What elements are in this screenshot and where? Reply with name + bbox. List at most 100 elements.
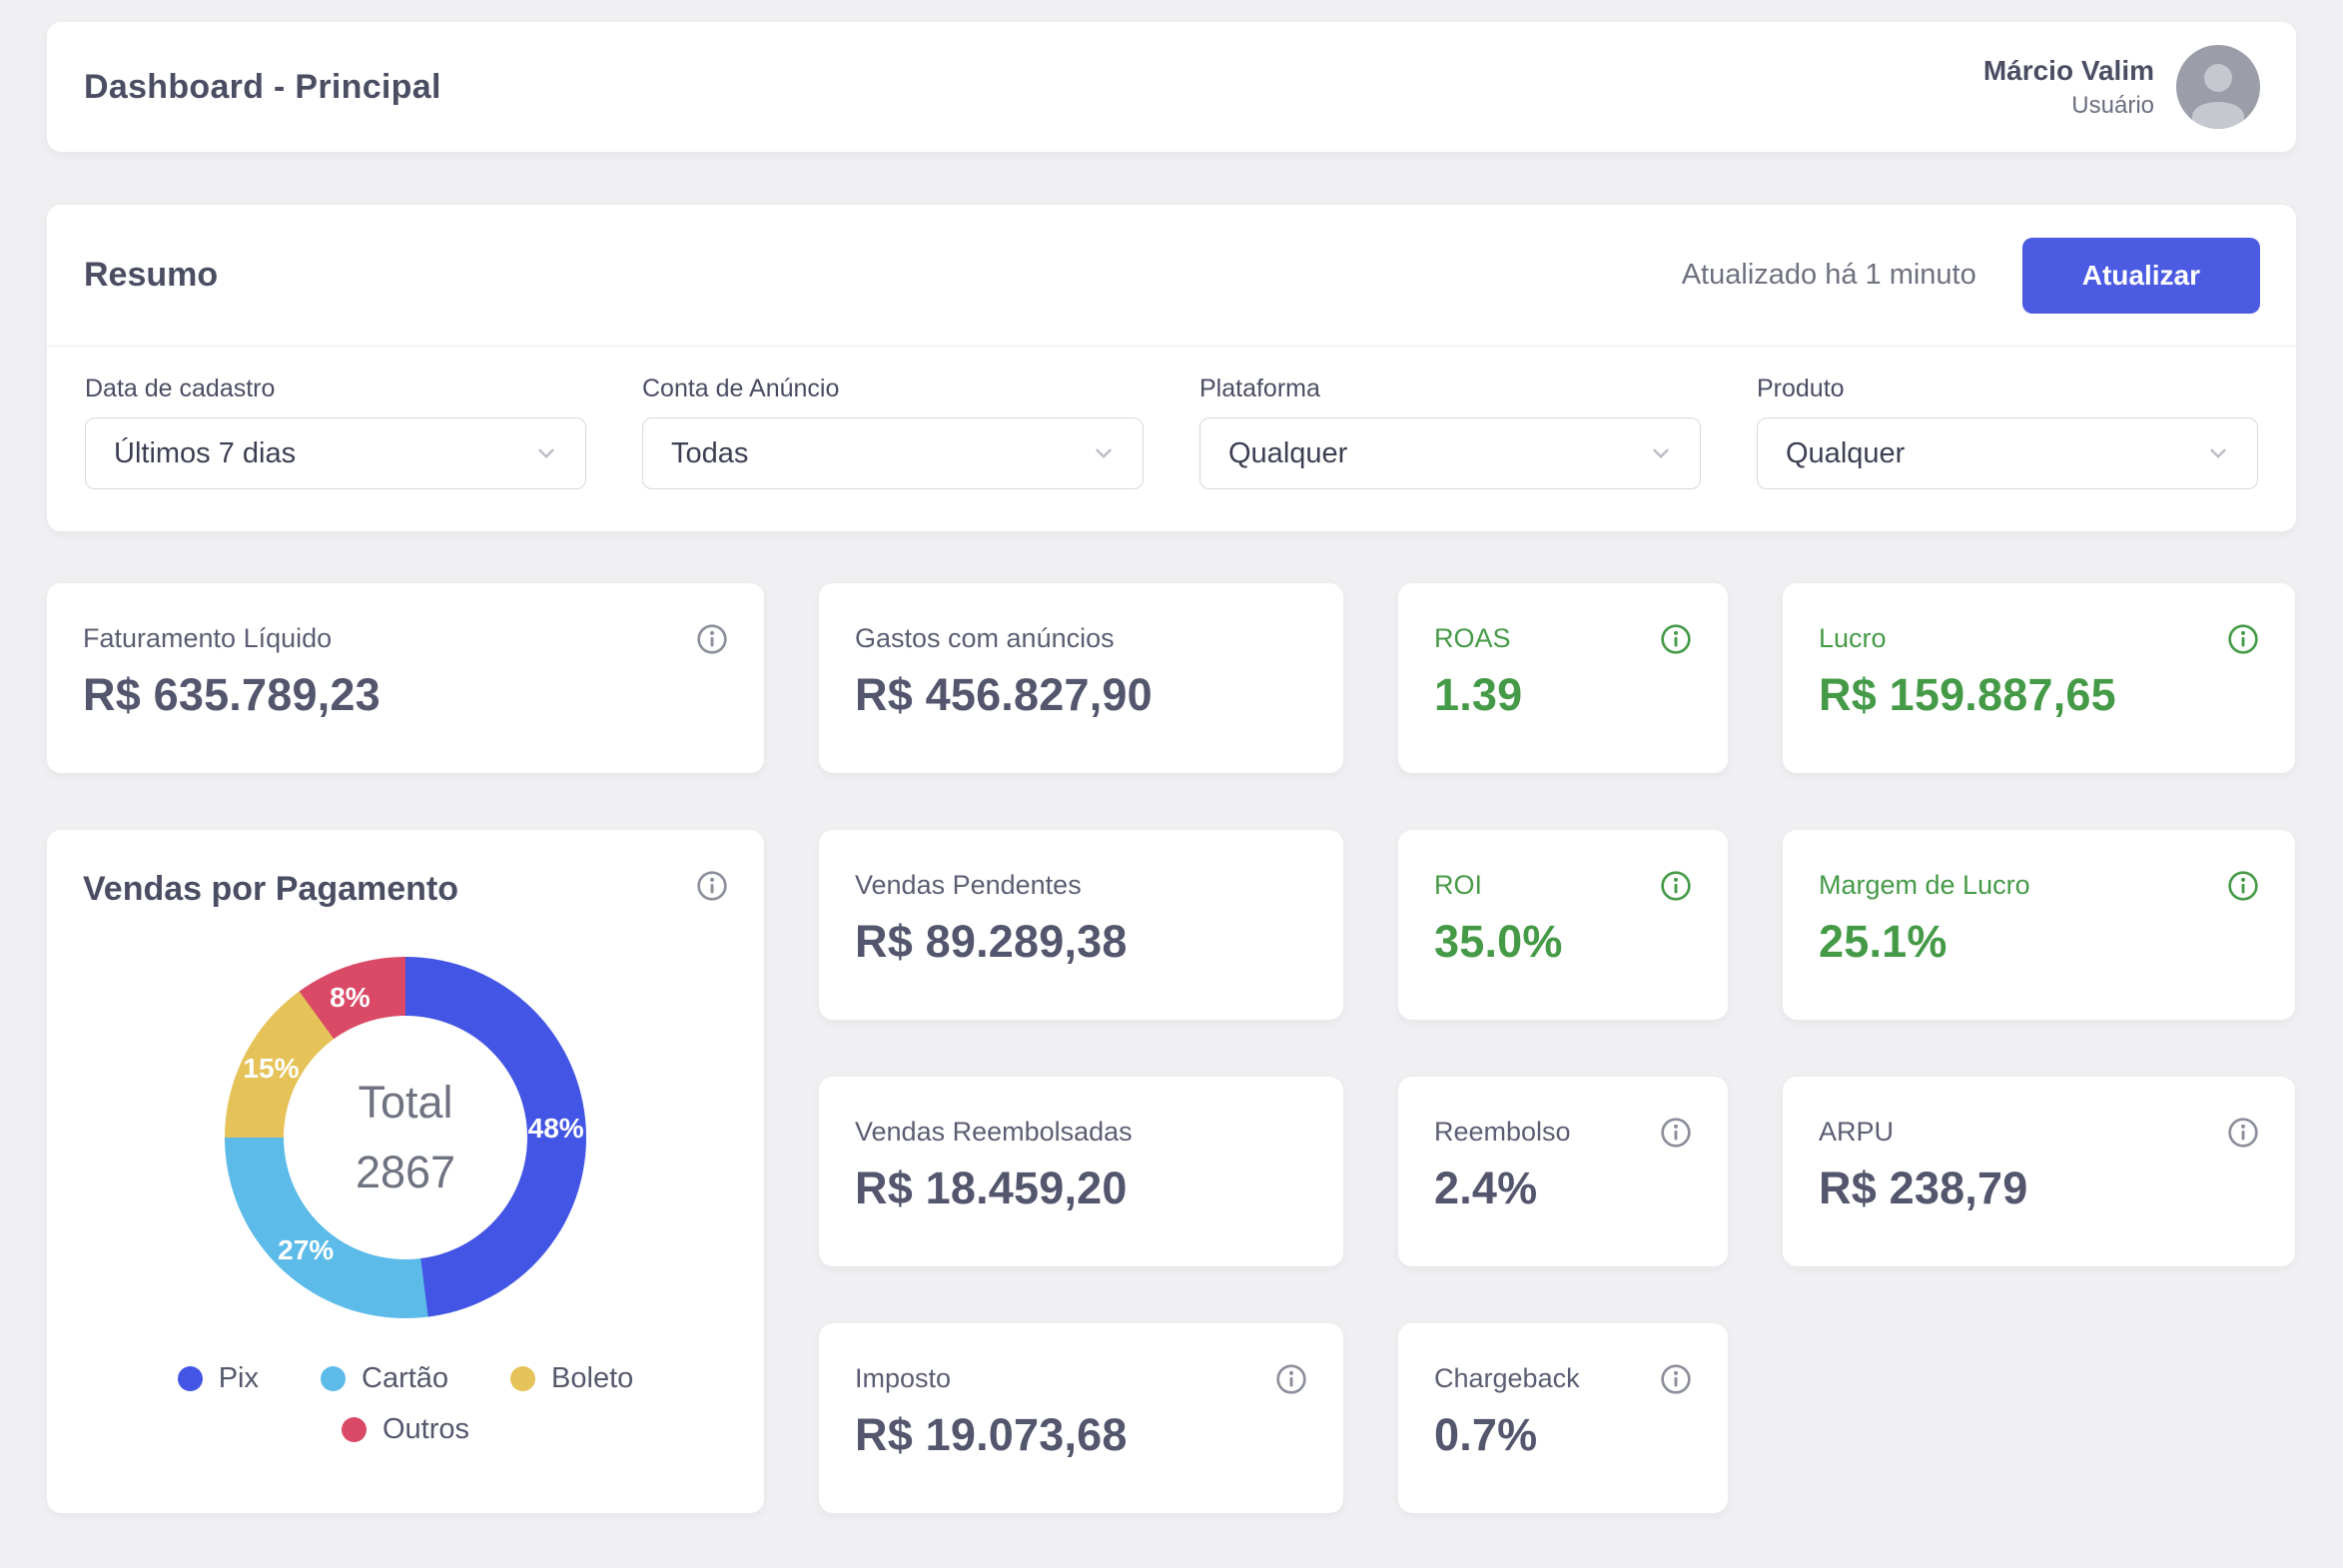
metric-label: Faturamento Líquido (83, 623, 332, 654)
slice-label-cartão: 27% (278, 1234, 334, 1266)
info-icon[interactable] (1660, 1363, 1692, 1395)
donut-center: Total 2867 (284, 1016, 527, 1259)
metric-value: R$ 159.887,65 (1819, 669, 2259, 721)
chart-legend: Pix Cartão Boleto Outros (106, 1362, 705, 1446)
metric-value: 25.1% (1819, 916, 2259, 968)
chevron-down-icon (1648, 440, 1674, 466)
app-header: Dashboard - Principal Márcio Valim Usuár… (47, 22, 2296, 152)
page-title: Dashboard - Principal (84, 68, 441, 107)
select-value: Últimos 7 dias (114, 437, 296, 470)
product-select[interactable]: Qualquer (1757, 417, 2258, 489)
filter-label: Conta de Anúncio (642, 375, 1144, 403)
metric-value: R$ 18.459,20 (855, 1163, 1307, 1214)
metric-card-roas: ROAS 1.39 (1398, 583, 1728, 773)
metric-card-roi: ROI 35.0% (1398, 830, 1728, 1020)
metric-label: Margem de Lucro (1819, 870, 2030, 901)
metric-card-gastos-com-anuncios: Gastos com anúncios R$ 456.827,90 (819, 583, 1343, 773)
metric-label: Reembolso (1434, 1117, 1571, 1148)
legend-dot (342, 1417, 367, 1442)
legend-label: Boleto (551, 1362, 633, 1395)
metric-value: 35.0% (1434, 916, 1692, 968)
metric-value: R$ 238,79 (1819, 1163, 2259, 1214)
slice-label-pix: 48% (528, 1113, 584, 1145)
chevron-down-icon (2205, 440, 2231, 466)
last-updated-text: Atualizado há 1 minuto (1682, 259, 1976, 292)
metric-label: Vendas Reembolsadas (855, 1117, 1133, 1148)
metric-card-faturamento-liquido: Faturamento Líquido R$ 635.789,23 (47, 583, 764, 773)
select-value: Qualquer (1786, 437, 1905, 470)
metric-card-lucro: Lucro R$ 159.887,65 (1783, 583, 2295, 773)
donut-total-label: Total (358, 1077, 452, 1129)
user-text: Márcio Valim Usuário (1983, 52, 2154, 122)
chevron-down-icon (533, 440, 559, 466)
refresh-button[interactable]: Atualizar (2022, 238, 2260, 314)
date-range-select[interactable]: Últimos 7 dias (85, 417, 586, 489)
legend-label: Cartão (362, 1362, 448, 1395)
metric-card-margem-de-lucro: Margem de Lucro 25.1% (1783, 830, 2295, 1020)
legend-label: Pix (219, 1362, 259, 1395)
info-icon[interactable] (2227, 1117, 2259, 1149)
ad-account-select[interactable]: Todas (642, 417, 1144, 489)
select-value: Qualquer (1228, 437, 1347, 470)
metric-value: R$ 635.789,23 (83, 669, 728, 721)
donut-total-value: 2867 (356, 1147, 455, 1198)
metric-label: ROAS (1434, 623, 1511, 654)
metric-value: 0.7% (1434, 1409, 1692, 1461)
filter-label: Produto (1757, 375, 2258, 403)
metric-value: 2.4% (1434, 1163, 1692, 1214)
metric-card-vendas-reembolsadas: Vendas Reembolsadas R$ 18.459,20 (819, 1077, 1343, 1266)
metric-card-arpu: ARPU R$ 238,79 (1783, 1077, 2295, 1266)
chart-title: Vendas por Pagamento (83, 870, 458, 909)
filter-label: Plataforma (1199, 375, 1701, 403)
legend-item-cartão[interactable]: Cartão (321, 1362, 448, 1395)
legend-label: Outros (383, 1413, 469, 1446)
slice-label-outros: 8% (330, 982, 370, 1014)
user-name: Márcio Valim (1983, 52, 2154, 90)
select-value: Todas (671, 437, 748, 470)
user-role: Usuário (1983, 90, 2154, 122)
user-avatar[interactable] (2176, 45, 2260, 129)
metric-value: 1.39 (1434, 669, 1692, 721)
legend-dot (510, 1366, 535, 1391)
metric-value: R$ 456.827,90 (855, 669, 1307, 721)
payment-chart-card: Vendas por Pagamento Total 2867 48% 27% 15… (47, 830, 764, 1513)
slice-label-boleto: 15% (243, 1053, 299, 1085)
metric-card-chargeback: Chargeback 0.7% (1398, 1323, 1728, 1513)
metric-label: ARPU (1819, 1117, 1894, 1148)
filter-produto: Produto Qualquer (1757, 375, 2258, 489)
legend-item-boleto[interactable]: Boleto (510, 1362, 633, 1395)
metric-card-vendas-pendentes: Vendas Pendentes R$ 89.289,38 (819, 830, 1343, 1020)
info-icon[interactable] (1275, 1363, 1307, 1395)
info-icon[interactable] (696, 870, 728, 902)
metric-card-imposto: Imposto R$ 19.073,68 (819, 1323, 1343, 1513)
chevron-down-icon (1091, 440, 1117, 466)
info-icon[interactable] (2227, 623, 2259, 655)
metric-label: Gastos com anúncios (855, 623, 1115, 654)
filter-plataforma: Plataforma Qualquer (1199, 375, 1701, 489)
info-icon[interactable] (1660, 870, 1692, 902)
user-block[interactable]: Márcio Valim Usuário (1983, 45, 2260, 129)
info-icon[interactable] (1660, 623, 1692, 655)
info-icon[interactable] (2227, 870, 2259, 902)
metric-label: Chargeback (1434, 1363, 1580, 1394)
legend-dot (178, 1366, 203, 1391)
metric-label: ROI (1434, 870, 1482, 901)
filter-label: Data de cadastro (85, 375, 586, 403)
metric-label: Vendas Pendentes (855, 870, 1082, 901)
filters-row: Data de cadastro Últimos 7 dias Conta de… (47, 347, 2296, 531)
metrics-grid: Faturamento Líquido R$ 635.789,23 Gastos… (47, 583, 2296, 1513)
filter-conta-de-anuncio: Conta de Anúncio Todas (642, 375, 1144, 489)
metric-value: R$ 19.073,68 (855, 1409, 1307, 1461)
info-icon[interactable] (1660, 1117, 1692, 1149)
filter-data-de-cadastro: Data de cadastro Últimos 7 dias (85, 375, 586, 489)
metric-label: Imposto (855, 1363, 951, 1394)
resumo-panel: Resumo Atualizado há 1 minuto Atualizar … (47, 205, 2296, 531)
platform-select[interactable]: Qualquer (1199, 417, 1701, 489)
metric-card-reembolso: Reembolso 2.4% (1398, 1077, 1728, 1266)
person-icon (2176, 45, 2260, 129)
info-icon[interactable] (696, 623, 728, 655)
legend-item-outros[interactable]: Outros (342, 1413, 469, 1446)
metric-label: Lucro (1819, 623, 1887, 654)
resumo-title: Resumo (84, 256, 218, 295)
legend-item-pix[interactable]: Pix (178, 1362, 259, 1395)
